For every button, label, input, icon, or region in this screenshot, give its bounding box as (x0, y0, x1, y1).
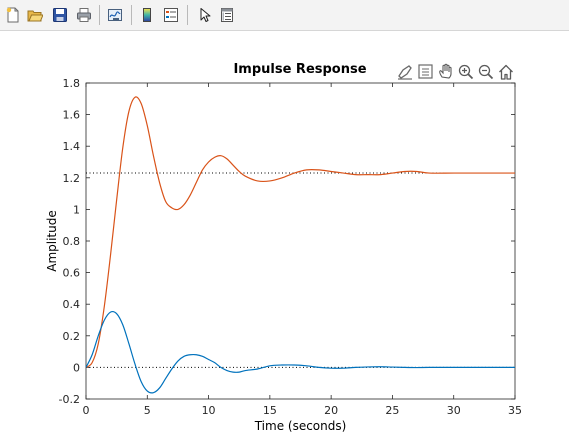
axis-ticks: 0 5 10 15 20 25 30 35-0.200.20.40.60.811.21.41.… (59, 77, 522, 417)
y-tick-label: 1 (73, 203, 80, 216)
new-figure-icon[interactable] (3, 5, 23, 25)
home-icon[interactable] (499, 64, 513, 80)
brush-icon[interactable] (398, 65, 412, 80)
x-tick-label: 0 (83, 404, 90, 417)
x-axis-label: Time (seconds) (254, 419, 347, 433)
zoom-out-icon[interactable] (478, 64, 494, 80)
property-inspector-icon[interactable] (217, 5, 237, 25)
series-line-2 (85, 310, 515, 394)
data-tips-icon[interactable] (418, 64, 433, 79)
y-tick-label: 0.6 (63, 267, 81, 280)
x-tick-label: 35 (508, 404, 522, 417)
link-plot-icon[interactable] (105, 5, 125, 25)
x-tick-label: 10 (202, 404, 216, 417)
figure-canvas: Impulse Response (0, 31, 569, 443)
y-tick-label: 0 (73, 361, 80, 374)
insert-legend-icon[interactable] (161, 5, 181, 25)
pan-icon[interactable] (439, 63, 452, 79)
x-tick-label: 25 (385, 404, 399, 417)
series-line-1 (85, 96, 515, 368)
y-tick-label: 0.8 (63, 235, 81, 248)
zoom-in-icon[interactable] (458, 64, 474, 80)
toolbar-separator (187, 5, 188, 25)
figure-toolbar (0, 0, 569, 31)
print-icon[interactable] (74, 5, 94, 25)
pointer-icon[interactable] (194, 5, 214, 25)
insert-colorbar-icon[interactable] (137, 5, 157, 25)
open-file-icon[interactable] (25, 5, 45, 25)
y-tick-label: 1.2 (63, 172, 81, 185)
x-tick-label: 15 (263, 404, 277, 417)
chart-title: Impulse Response (233, 62, 366, 77)
y-tick-label: 1.4 (63, 140, 81, 153)
x-tick-label: 5 (144, 404, 151, 417)
y-tick-label: 0.4 (63, 298, 81, 311)
x-tick-label: 30 (447, 404, 461, 417)
axes-toolbar (398, 63, 513, 80)
toolbar-separator (131, 5, 132, 25)
save-icon[interactable] (50, 5, 70, 25)
axes-box (85, 82, 516, 400)
y-tick-label: 1.8 (63, 77, 81, 90)
series-layer (85, 96, 515, 394)
toolbar-separator (99, 5, 100, 25)
y-tick-label: 1.6 (63, 109, 81, 122)
impulse-response-plot: Impulse Response (45, 62, 522, 433)
x-tick-label: 20 (324, 404, 338, 417)
y-tick-label: 0.2 (63, 330, 81, 343)
y-axis-label: Amplitude (45, 210, 59, 272)
y-tick-label: -0.2 (59, 393, 80, 406)
